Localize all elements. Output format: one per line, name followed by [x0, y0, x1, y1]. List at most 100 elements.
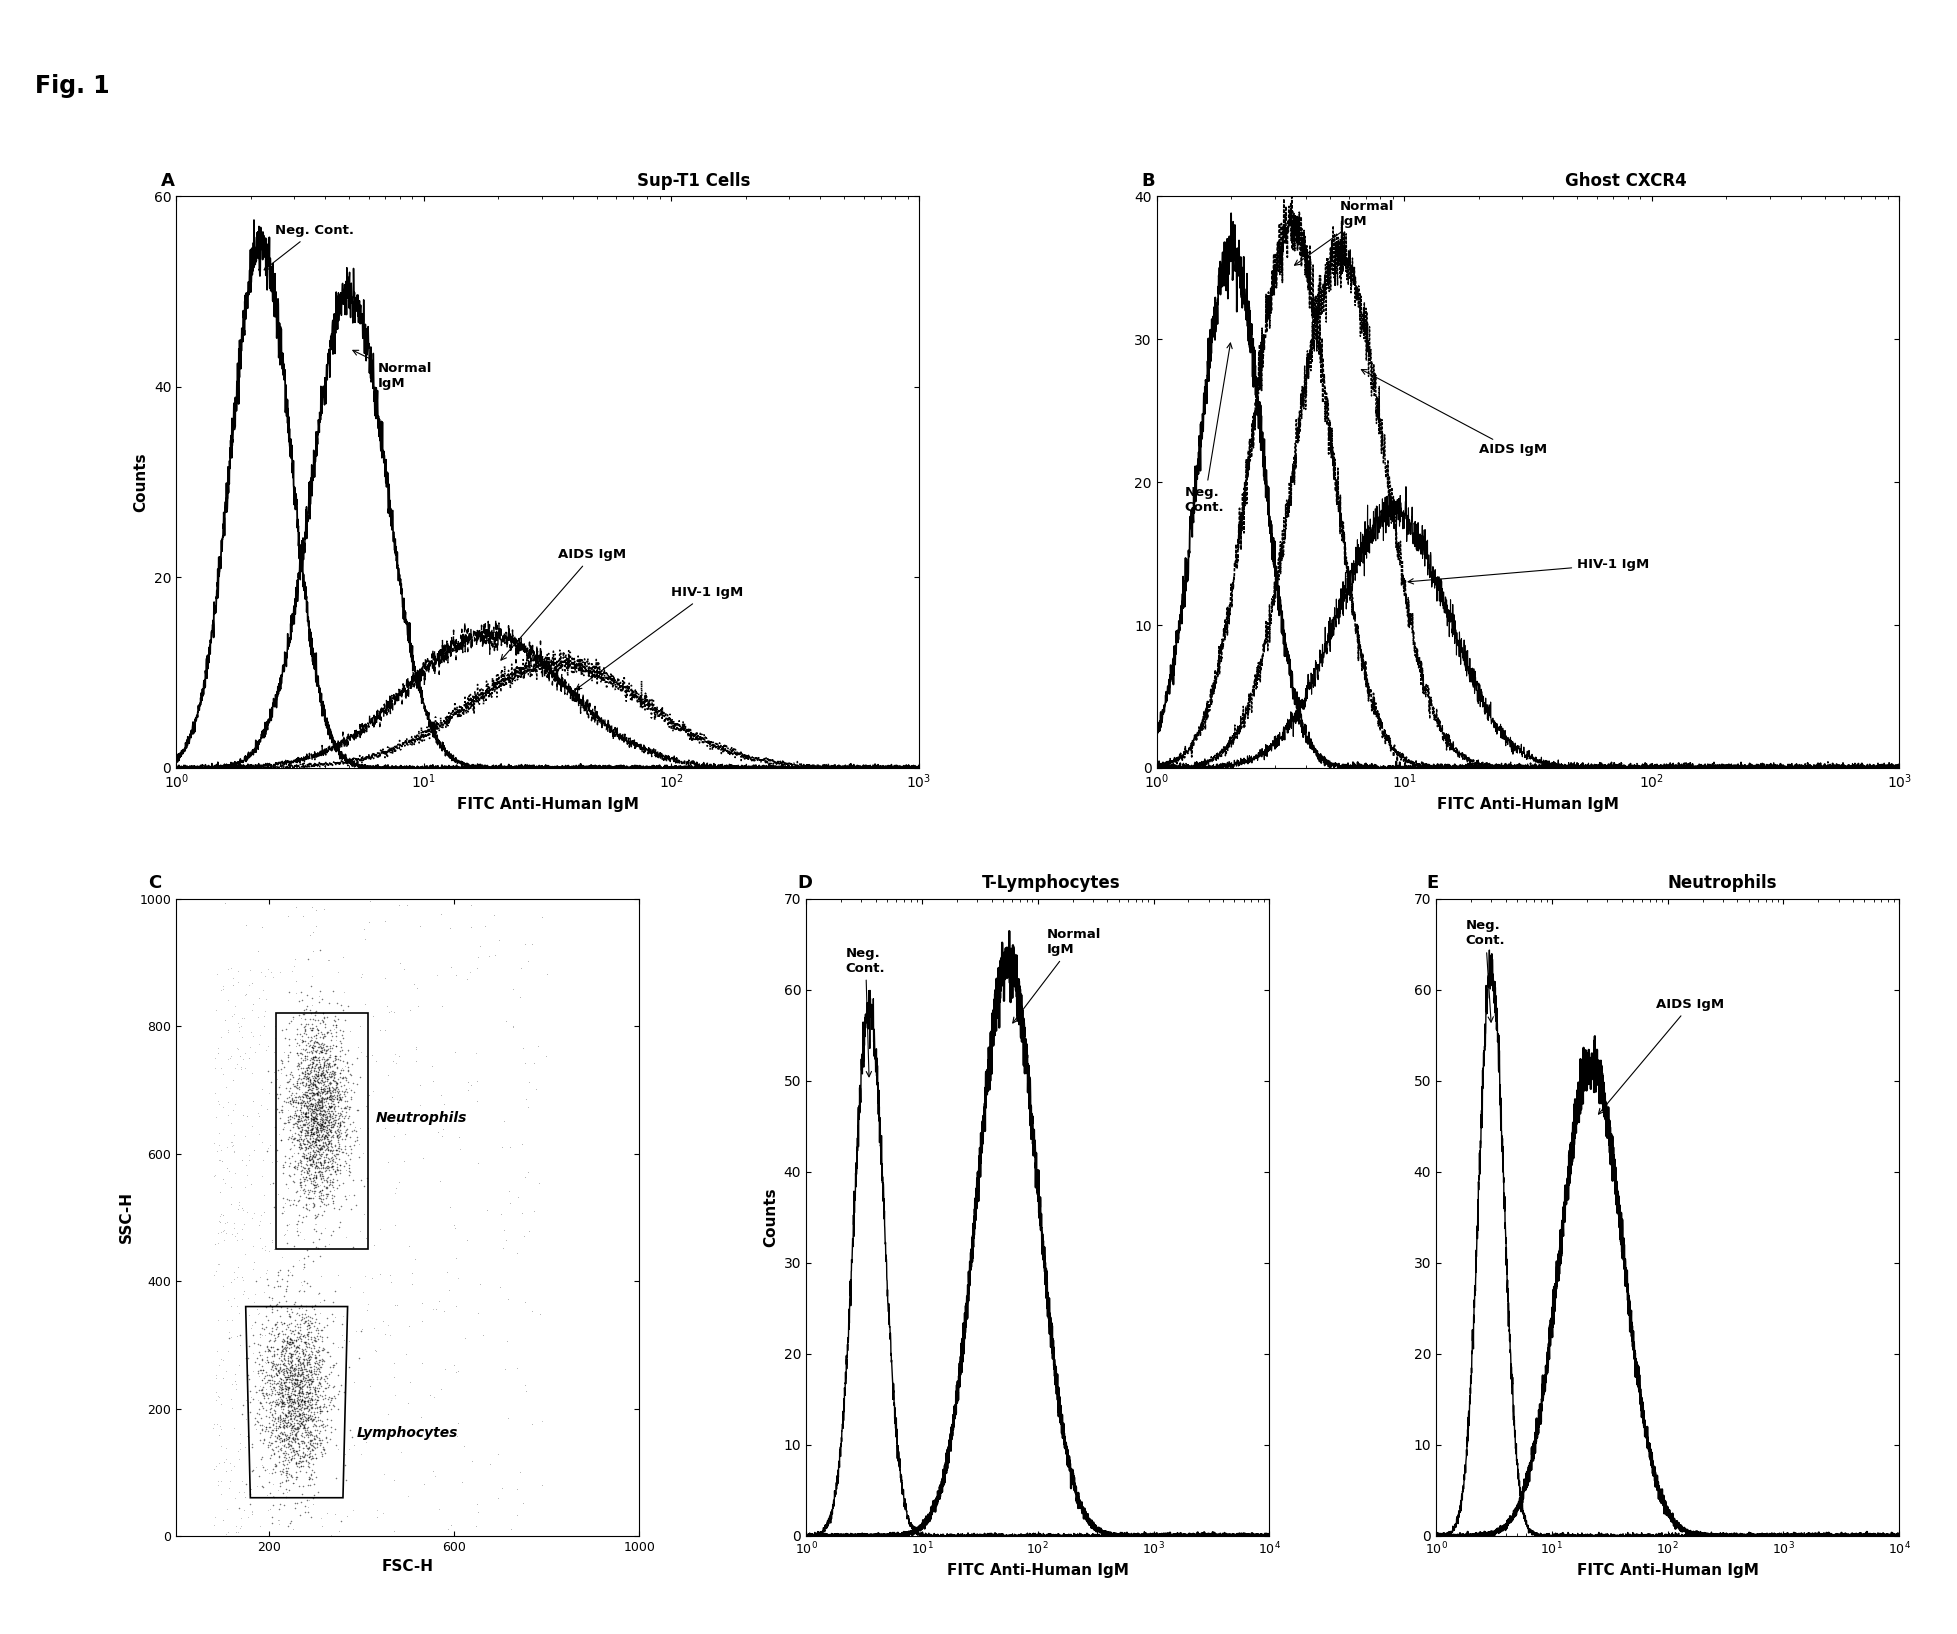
Point — [245, 1342, 276, 1368]
Point — [296, 1338, 327, 1364]
Point — [290, 1410, 321, 1436]
Point — [290, 1394, 321, 1420]
Point — [450, 1227, 481, 1253]
Point — [296, 1428, 327, 1454]
Point — [305, 1152, 337, 1178]
Point — [264, 1127, 296, 1154]
Point — [309, 1147, 341, 1173]
Point — [301, 1121, 333, 1147]
Point — [305, 1430, 337, 1456]
Point — [297, 1191, 329, 1217]
Point — [313, 948, 344, 974]
Point — [311, 1046, 342, 1072]
Point — [323, 1087, 354, 1113]
Point — [276, 1433, 307, 1459]
Point — [274, 1369, 305, 1395]
Point — [319, 1144, 350, 1170]
Point — [296, 1387, 327, 1413]
Point — [307, 1085, 339, 1111]
Point — [280, 1464, 311, 1490]
Point — [290, 1369, 321, 1395]
Point — [239, 1281, 270, 1307]
Point — [288, 1176, 319, 1203]
Point — [309, 1109, 341, 1136]
Point — [440, 1292, 472, 1319]
Point — [315, 1170, 346, 1196]
Point — [309, 1038, 341, 1064]
Point — [260, 1405, 292, 1431]
Point — [292, 1069, 323, 1095]
Point — [221, 1034, 252, 1060]
Point — [405, 913, 436, 940]
Point — [315, 1064, 346, 1090]
Point — [301, 1435, 333, 1461]
Point — [225, 1005, 256, 1031]
Point — [296, 1387, 327, 1413]
Point — [292, 1144, 323, 1170]
Point — [276, 1363, 307, 1389]
Point — [301, 1165, 333, 1191]
Point — [296, 1364, 327, 1391]
Point — [288, 1065, 319, 1092]
Point — [503, 1185, 534, 1211]
Point — [313, 1075, 344, 1101]
Point — [299, 1350, 331, 1376]
Point — [233, 1333, 264, 1359]
Point — [501, 1502, 532, 1528]
Point — [280, 1070, 311, 1096]
Point — [258, 1039, 290, 1065]
Point — [290, 1366, 321, 1392]
Point — [225, 1422, 256, 1448]
Point — [286, 1304, 317, 1330]
Point — [296, 1381, 327, 1407]
Point — [315, 1103, 346, 1129]
Point — [272, 1361, 303, 1387]
Point — [288, 1113, 319, 1139]
Point — [309, 1109, 341, 1136]
Point — [284, 1320, 315, 1346]
Point — [299, 1065, 331, 1092]
Point — [294, 1109, 325, 1136]
Point — [317, 1373, 348, 1399]
Point — [303, 1324, 335, 1350]
Point — [276, 1371, 307, 1397]
Point — [317, 1173, 348, 1199]
Point — [280, 1464, 311, 1490]
Point — [297, 1036, 329, 1062]
Point — [292, 1065, 323, 1092]
Point — [286, 1423, 317, 1449]
Point — [297, 1121, 329, 1147]
Point — [268, 1149, 299, 1175]
Point — [297, 1142, 329, 1168]
Point — [282, 1065, 313, 1092]
Point — [325, 1160, 356, 1186]
Point — [296, 1111, 327, 1137]
Point — [256, 1374, 288, 1400]
Point — [299, 1172, 331, 1198]
Point — [294, 1080, 325, 1106]
Point — [296, 1106, 327, 1132]
Point — [313, 1392, 344, 1418]
Point — [315, 1222, 346, 1248]
Point — [280, 1109, 311, 1136]
Point — [297, 1049, 329, 1075]
Point — [288, 1351, 319, 1377]
Point — [272, 1106, 303, 1132]
Point — [296, 1418, 327, 1444]
Point — [282, 1361, 313, 1387]
Point — [278, 1387, 309, 1413]
Point — [204, 1219, 235, 1245]
Point — [270, 1413, 301, 1440]
Point — [278, 1389, 309, 1415]
Point — [307, 1159, 339, 1185]
Point — [309, 1216, 341, 1242]
Point — [323, 1214, 354, 1240]
Point — [303, 1060, 335, 1087]
Point — [303, 1054, 335, 1080]
Point — [286, 1023, 317, 1049]
Point — [309, 1106, 341, 1132]
Point — [276, 1405, 307, 1431]
Point — [303, 1031, 335, 1057]
Point — [280, 1395, 311, 1422]
Point — [292, 1145, 323, 1172]
